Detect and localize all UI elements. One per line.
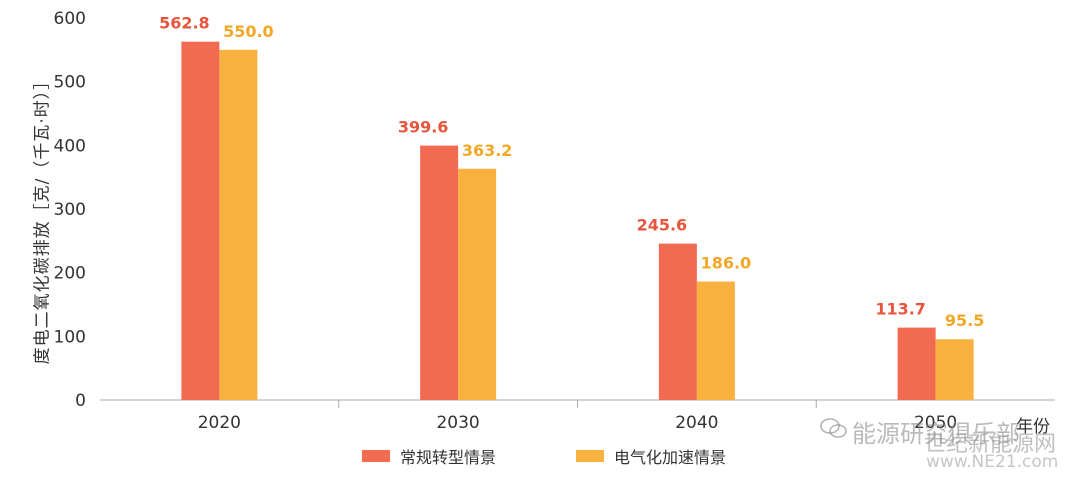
y-tick-label: 0 [75, 391, 86, 411]
legend-item-series-2: 电气化加速情景 [576, 444, 726, 468]
legend-swatch-series-2 [576, 450, 605, 462]
x-tick-label: 2050 [914, 413, 957, 433]
x-tick-label: 2030 [436, 413, 479, 433]
x-tick-label: 2040 [675, 413, 718, 433]
data-label: 245.6 [637, 216, 688, 235]
data-label: 399.6 [398, 118, 449, 137]
y-axis-title: 度电二氧化碳排放［克/（千瓦·时）］ [32, 71, 53, 365]
y-tick-label: 500 [54, 73, 86, 93]
legend-label-series-1: 常规转型情景 [400, 448, 497, 467]
bar [696, 281, 735, 400]
wechat-icon [820, 418, 847, 438]
data-label: 95.5 [945, 311, 984, 330]
x-axis: 2020 2030 2040 2050 [100, 399, 1055, 433]
legend-item-series-1: 常规转型情景 [362, 444, 496, 468]
y-axis: 0 100 200 300 400 500 600 [54, 9, 86, 411]
watermark-site-name: 世纪新能源网 [924, 432, 1057, 457]
watermark-url: www.NE21.com [926, 452, 1059, 472]
bar [897, 327, 936, 400]
bar [658, 243, 697, 400]
bar [935, 339, 974, 400]
y-tick-label: 200 [54, 264, 86, 284]
x-tick-label: 2020 [198, 413, 241, 433]
y-tick-label: 400 [54, 136, 86, 156]
bar [181, 41, 220, 401]
data-label: 186.0 [701, 254, 752, 273]
bar [458, 168, 497, 400]
watermark-text: 能源研究俱乐部 [852, 420, 1020, 448]
x-axis-title: 年份 [1016, 417, 1050, 437]
data-label: 550.0 [223, 22, 274, 41]
bar [420, 145, 459, 400]
data-labels: 562.8 399.6 245.6 113.7 550.0 363.2 186.0 95.5 [159, 14, 984, 331]
legend-swatch-series-1 [362, 450, 390, 462]
y-tick-label: 300 [54, 200, 86, 220]
legend-label-series-2: 电气化加速情景 [614, 448, 727, 467]
data-label: 562.8 [159, 14, 210, 33]
data-label: 363.2 [462, 141, 513, 160]
data-label: 113.7 [875, 300, 926, 319]
bar [219, 49, 258, 400]
y-tick-label: 600 [54, 9, 86, 29]
bars [181, 41, 974, 401]
legend: 常规转型情景 电气化加速情景 [362, 444, 726, 468]
y-tick-label: 100 [54, 327, 86, 347]
